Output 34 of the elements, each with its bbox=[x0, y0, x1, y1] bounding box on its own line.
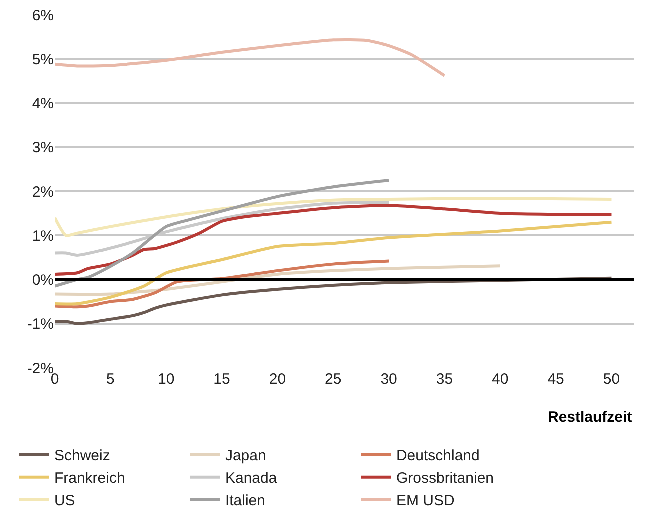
y-tick-label: 6% bbox=[32, 7, 54, 24]
x-tick-label: 25 bbox=[325, 371, 342, 388]
line-series bbox=[55, 38, 446, 78]
x-tick-label: 5 bbox=[106, 371, 115, 388]
y-tick-label: 0% bbox=[32, 272, 54, 289]
line-series bbox=[55, 197, 614, 238]
y-tick-label: 1% bbox=[32, 228, 54, 245]
x-tick-label: 20 bbox=[269, 371, 286, 388]
y-tick-label: 3% bbox=[32, 140, 54, 157]
x-tick-label: 10 bbox=[158, 371, 175, 388]
x-tick-label: 30 bbox=[380, 371, 398, 388]
legend-label: Italien bbox=[225, 492, 266, 510]
y-tick-label: 5% bbox=[32, 51, 54, 68]
legend-label: Grossbritanien bbox=[396, 470, 494, 488]
legend-label: Frankreich bbox=[54, 470, 126, 488]
legend-label: Japan bbox=[225, 448, 266, 465]
y-tick-label: 4% bbox=[32, 96, 54, 112]
line-series bbox=[55, 204, 614, 276]
legend-label: US bbox=[54, 492, 76, 510]
x-tick-label: 15 bbox=[214, 371, 230, 388]
line-series bbox=[55, 220, 614, 306]
line-series bbox=[55, 178, 391, 288]
legend-label: Schweiz bbox=[54, 448, 110, 465]
line-series bbox=[55, 264, 502, 296]
legend-label: Deutschland bbox=[396, 448, 480, 465]
y-tick-label: -1% bbox=[27, 316, 54, 334]
x-tick-label: 35 bbox=[436, 371, 454, 388]
x-tick-label: 45 bbox=[548, 371, 564, 388]
x-tick-label: 50 bbox=[603, 371, 620, 388]
x-tick-label: 40 bbox=[492, 371, 509, 388]
y-tick-label: 2% bbox=[32, 184, 54, 201]
legend-label: EM USD bbox=[396, 492, 455, 510]
x-axis-title: Restlaufzeit bbox=[548, 409, 632, 426]
legend-label: Kanada bbox=[225, 470, 278, 488]
